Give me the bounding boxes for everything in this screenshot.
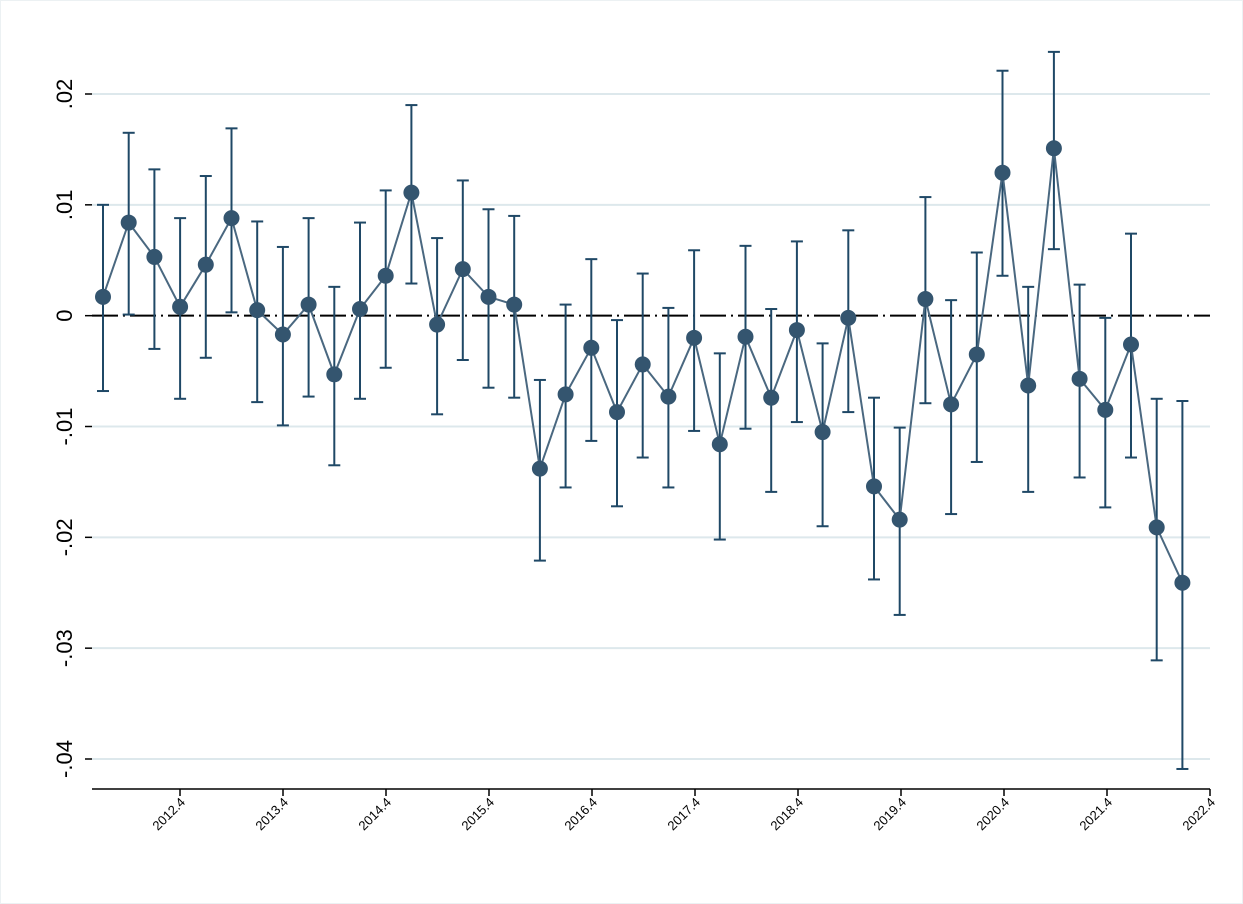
data-point xyxy=(146,248,163,265)
y-tick-label: 0 xyxy=(52,310,77,322)
data-point xyxy=(352,301,368,318)
data-point xyxy=(1097,401,1114,418)
y-tick-label: -.02 xyxy=(52,518,77,556)
y-tick-label: .01 xyxy=(52,190,77,221)
data-point xyxy=(1148,519,1165,536)
data-point xyxy=(1045,140,1062,157)
y-tick-label: -.01 xyxy=(52,408,77,446)
data-point xyxy=(943,396,960,413)
data-point xyxy=(197,256,214,273)
gridlines xyxy=(92,93,1210,760)
data-point xyxy=(1071,370,1088,387)
data-point xyxy=(866,478,882,495)
data-point xyxy=(660,388,677,405)
data-point xyxy=(917,291,934,308)
data-point xyxy=(377,267,394,284)
data-point xyxy=(403,184,420,201)
data-points xyxy=(95,140,1191,591)
data-point xyxy=(429,316,446,333)
data-point xyxy=(531,460,548,477)
y-tick-label: -.03 xyxy=(52,629,77,667)
data-point xyxy=(326,366,343,383)
data-point xyxy=(1174,574,1191,591)
data-point xyxy=(506,296,523,313)
data-point xyxy=(454,261,471,278)
data-point xyxy=(120,214,137,231)
data-point xyxy=(763,389,780,406)
data-point xyxy=(480,288,497,305)
data-point xyxy=(994,164,1011,181)
data-point xyxy=(788,322,805,339)
data-point xyxy=(609,404,625,421)
data-point xyxy=(968,346,985,363)
data-point xyxy=(95,288,111,305)
data-point xyxy=(1123,336,1139,353)
data-point xyxy=(686,329,703,346)
data-point xyxy=(891,511,908,528)
data-point xyxy=(249,302,266,319)
data-point xyxy=(840,309,857,326)
y-tick-label: .02 xyxy=(52,79,77,110)
data-point xyxy=(711,436,728,453)
y-tick-label: -.04 xyxy=(52,740,77,778)
data-point xyxy=(583,339,600,356)
data-point xyxy=(634,356,651,373)
data-point xyxy=(172,298,189,315)
data-point xyxy=(274,326,291,343)
data-point xyxy=(737,328,754,345)
data-point xyxy=(557,386,574,403)
data-point xyxy=(1020,377,1037,394)
data-point xyxy=(814,424,831,441)
data-point xyxy=(223,210,240,227)
data-point xyxy=(300,296,317,313)
